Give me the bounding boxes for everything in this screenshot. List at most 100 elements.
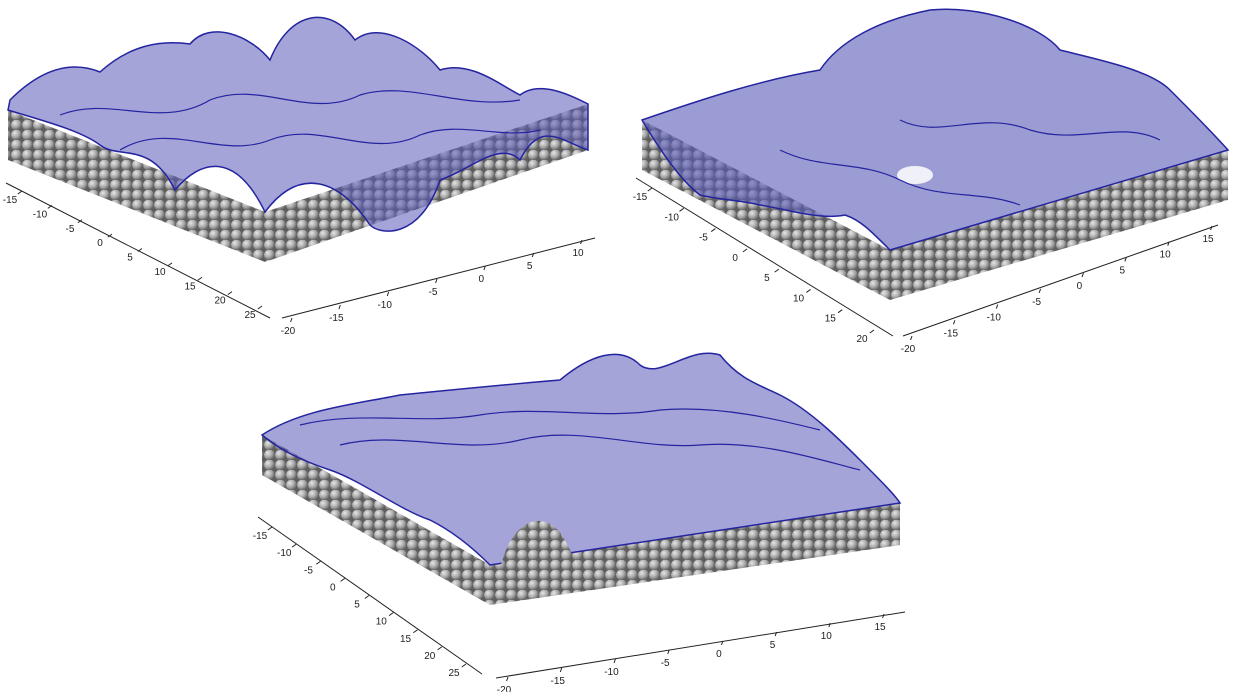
tick-label: 0 [1077,281,1083,292]
tick-label: 0 [97,238,103,249]
x-axis-line [257,516,483,675]
tick-label: 5 [354,600,360,611]
film-hole [897,166,933,184]
tick-mark [882,613,885,619]
tick-label: 25 [448,668,460,679]
substrate-side-face [890,150,1228,300]
tick-mark [364,595,370,599]
tick-label: 15 [184,281,196,292]
tick-mark [647,187,653,192]
tick-mark [197,276,203,281]
tick-mark [338,304,341,310]
y-axis-line [281,237,596,319]
tick-mark [316,560,321,565]
tick-mark [506,676,509,682]
tick-mark [17,190,23,195]
tick-label: -5 [1032,297,1041,308]
tick-label: 0 [330,582,336,593]
tick-mark [340,577,346,582]
panel-top-left: -15 -10 -5 0 5 10 15 20 25 -20 -15 -10 -5 0 5 10 [3,16,596,337]
tick-label: 15 [1202,234,1214,245]
tick-mark [77,219,83,224]
tick-label: 10 [376,617,388,628]
film-ridge-line [899,119,1161,141]
tick-mark [388,612,394,617]
tick-mark [1038,288,1042,294]
tick-label: 5 [1120,265,1126,276]
tick-label: 5 [764,273,770,284]
film-ridge-line [779,149,1021,206]
x-axis-line [5,182,271,319]
tick-mark [47,204,53,209]
substrate-side-face [490,503,900,605]
tick-mark [386,291,390,297]
tick-mark [290,317,293,323]
tick-label: 0 [732,253,738,264]
tick-label: -20 [901,344,916,355]
tick-mark [869,329,875,334]
y-axis-ticks: -20 -15 -10 -5 0 5 10 [281,239,584,337]
film-surface [260,352,902,566]
tick-label: -15 [3,195,18,206]
tick-label: -15 [329,313,344,324]
tick-mark [137,248,143,252]
panel-top-right: -15 -10 -5 0 5 10 15 20 -20 -15 -10 -5 0 5 10 15 [633,8,1230,355]
tick-label: -15 [633,192,648,203]
tick-label: -10 [604,667,619,678]
tick-label: 10 [1160,250,1172,261]
tick-label: 10 [793,293,805,304]
x-axis-ticks: -15 -10 -5 0 5 10 15 20 25 [253,526,467,679]
tick-label: -20 [497,685,512,692]
substrate-front-face [262,435,490,605]
tick-label: 25 [244,310,256,321]
tick-mark [559,667,563,673]
tick-mark [995,304,999,309]
tick-mark [167,262,173,267]
tick-mark [806,289,811,293]
tick-mark [910,335,913,341]
tick-label: -5 [661,658,670,669]
tick-mark [483,265,486,271]
tick-mark [837,309,843,314]
tick-label: -15 [550,676,565,687]
tick-label: -10 [664,212,679,223]
tick-mark [774,268,780,273]
tick-label: -15 [944,328,959,339]
tick-mark [257,305,263,310]
tick-label: 15 [825,314,837,325]
tick-label: 5 [770,640,776,651]
tick-mark [461,663,467,668]
film-ridge-line [119,128,541,151]
tick-mark [267,526,273,531]
tick-mark [679,207,685,212]
y-axis-ticks: -20 -15 -10 -5 0 5 10 15 [901,225,1214,355]
tick-mark [742,248,748,253]
tick-label: 20 [856,334,868,345]
tick-label: 0 [716,649,722,660]
tick-label: -5 [304,565,313,576]
tick-label: -5 [429,287,438,298]
tick-label: -15 [253,531,268,542]
tick-label: 10 [821,631,833,642]
tick-mark [720,640,724,646]
y-axis-ticks: -20 -15 -10 -5 0 5 10 15 [497,613,886,692]
tick-mark [435,278,438,284]
tick-mark [774,631,778,637]
tick-label: -20 [281,326,296,337]
tick-label: 15 [874,622,886,633]
tick-mark [828,622,831,628]
film-surface [640,8,1230,251]
film-surface [7,16,589,232]
tick-mark [107,233,113,238]
tick-label: 0 [479,274,485,285]
tick-label: -10 [377,300,392,311]
substrate-front-face [8,110,265,262]
tick-label: 5 [127,253,133,264]
tick-mark [1124,257,1127,262]
tick-mark [1081,272,1084,278]
tick-mark [1210,225,1213,231]
y-axis-line [495,611,906,679]
film-ridge-line [299,408,821,431]
tick-mark [531,252,535,258]
